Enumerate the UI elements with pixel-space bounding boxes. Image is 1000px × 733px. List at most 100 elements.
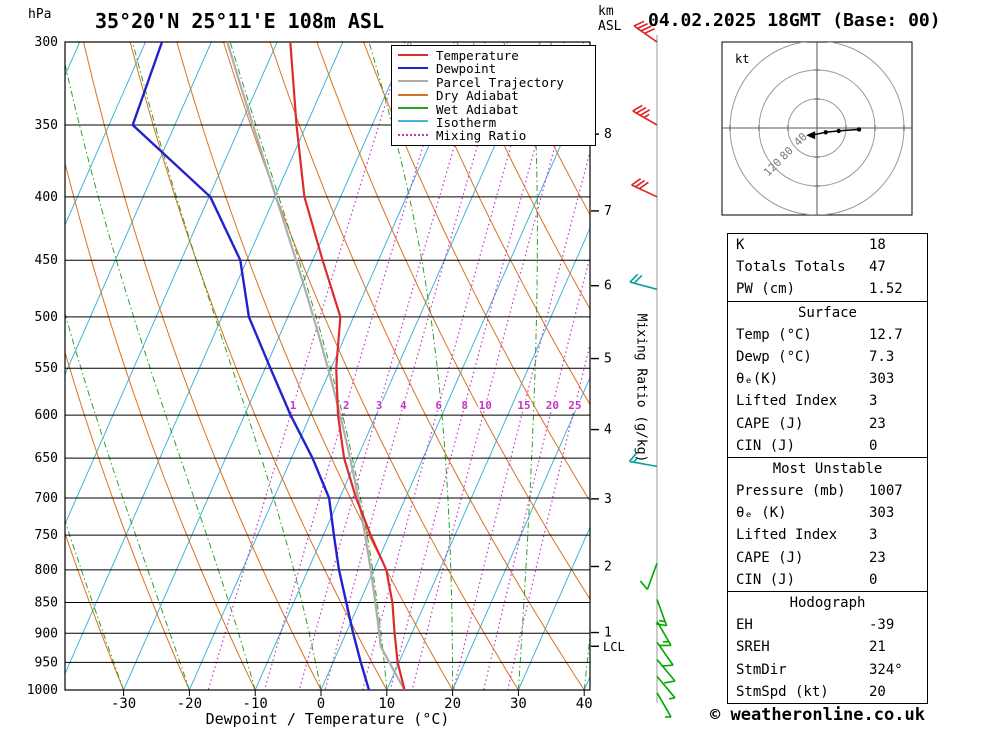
svg-text:1: 1 (290, 399, 297, 412)
table-row-label: StmSpd (kt) (736, 683, 829, 700)
svg-text:20: 20 (546, 399, 559, 412)
table-row-label: CAPE (J) (736, 549, 804, 566)
table-row-label: CIN (J) (736, 437, 796, 454)
svg-text:8: 8 (604, 127, 612, 142)
table-row-label: PW (cm) (736, 281, 796, 298)
km-unit: km (598, 4, 614, 19)
legend-line-sample (398, 133, 428, 136)
table-row-value: 0 (869, 571, 878, 588)
table-row-value: 23 (869, 415, 886, 432)
svg-text:8: 8 (461, 399, 468, 412)
temperature-axis-labels: -30 -20 -10 0 10 20 30 40 (111, 690, 593, 712)
table-row-label: θₑ(K) (736, 371, 779, 388)
table-row-value: 23 (869, 549, 886, 566)
svg-text:700: 700 (35, 491, 58, 506)
asl-unit: ASL (598, 19, 622, 34)
wind-barb (655, 599, 668, 627)
x-axis-title: Dewpoint / Temperature (°C) (205, 710, 450, 728)
table-row-value: 0 (869, 437, 878, 454)
table-row-label: Totals Totals (736, 259, 846, 276)
table-row-value: 7.3 (869, 348, 895, 365)
pressure-axis-labels: 300 350 400 450 500 550 600 650 700 750 800 850 900 9… (27, 35, 58, 698)
table-row-value: 303 (869, 371, 895, 388)
svg-text:7: 7 (604, 204, 612, 219)
pressure-axis-unit: hPa (28, 7, 52, 22)
svg-text:900: 900 (35, 626, 58, 641)
table-row: CAPE (J) 23 (728, 413, 927, 435)
lcl-label: LCL (603, 640, 625, 654)
table-row: Lifted Index 3 (728, 390, 927, 412)
legend-item-label: Temperature (436, 48, 519, 63)
legend-item-label: Isotherm (436, 114, 497, 130)
table-row-label: Lifted Index (736, 527, 838, 544)
legend-item-label: Mixing Ratio (436, 128, 527, 144)
table-row: StmSpd (kt) 20 (728, 681, 927, 703)
table-row-value: -39 (869, 617, 895, 634)
legend-line-sample (398, 120, 428, 123)
svg-text:3: 3 (604, 492, 612, 507)
temperature-curve (289, 42, 406, 690)
table-row: StmDir 324° (728, 659, 927, 681)
table-row-label: Pressure (mb) (736, 483, 846, 500)
dewpoint-curve (131, 42, 371, 690)
table-row: θₑ (K) 303 (728, 502, 927, 524)
svg-text:10: 10 (479, 399, 492, 412)
svg-text:650: 650 (35, 451, 58, 466)
hodograph-trace (811, 128, 860, 137)
svg-text:2: 2 (343, 399, 350, 412)
legend-line-sample (398, 107, 428, 110)
svg-text:10: 10 (378, 696, 395, 712)
svg-text:300: 300 (35, 35, 58, 50)
table-row-label: CAPE (J) (736, 415, 804, 432)
table-row-label: EH (736, 617, 753, 634)
legend-item: Dewpoint (398, 62, 595, 76)
svg-text:600: 600 (35, 408, 58, 423)
table-row-value: 18 (869, 237, 886, 253)
table-row-value: 324° (869, 661, 903, 678)
wind-barb (629, 273, 658, 291)
legend-item: Parcel Trajectory (398, 76, 595, 89)
legend-line-sample (398, 53, 428, 56)
table-row: CAPE (J) 23 (728, 547, 927, 569)
altitude-axis-unit: km ASL (598, 4, 621, 34)
table-row: Pressure (mb) 1007 (728, 480, 927, 502)
wind-barb-column (628, 20, 676, 718)
table-row-value: 3 (869, 393, 878, 410)
legend-line-sample (398, 66, 428, 69)
legend-item: Temperature (398, 49, 595, 62)
table-row: CIN (J) 0 (728, 435, 927, 457)
table-row: θₑ(K) 303 (728, 368, 927, 390)
svg-text:25: 25 (568, 399, 581, 412)
legend-item-label: Dry Adiabat (436, 88, 519, 104)
svg-text:450: 450 (35, 253, 58, 268)
sounding-curves (131, 42, 406, 690)
table-row-label: StmDir (736, 661, 787, 678)
table-row-value: 20 (869, 683, 886, 700)
table-row-value: 3 (869, 527, 878, 544)
svg-text:-20: -20 (177, 696, 202, 712)
parcel-trajectory-curve (226, 42, 406, 690)
legend-item: Wet Adiabat (398, 102, 595, 116)
table-row: Dewp (°C) 7.3 (728, 346, 927, 368)
indices-table: K 18 Totals Totals 47 PW (cm) 1.52 Surface Temp… (727, 233, 928, 704)
table-row-value: 47 (869, 259, 886, 276)
legend-line-sample (398, 80, 428, 83)
table-row-label: K (736, 237, 745, 253)
svg-text:4: 4 (400, 399, 407, 412)
table-row: PW (cm) 1.52 (728, 278, 927, 300)
svg-text:2: 2 (604, 559, 612, 574)
legend-item: Mixing Ratio (398, 128, 595, 144)
svg-text:550: 550 (35, 361, 58, 376)
mixing-ratio-labels: 1 2 3 4 6 8 10 15 20 25 (288, 398, 583, 414)
svg-text:40: 40 (576, 696, 593, 712)
station-title: 35°20'N 25°11'E 108m ASL (95, 9, 384, 33)
wind-barb (632, 104, 658, 126)
svg-text:20: 20 (444, 696, 461, 712)
svg-text:1: 1 (604, 626, 612, 641)
chart-legend: Temperature Dewpoint Parcel Trajectory Dry … (391, 45, 596, 146)
svg-text:6: 6 (604, 279, 612, 294)
legend-item: Dry Adiabat (398, 89, 595, 102)
